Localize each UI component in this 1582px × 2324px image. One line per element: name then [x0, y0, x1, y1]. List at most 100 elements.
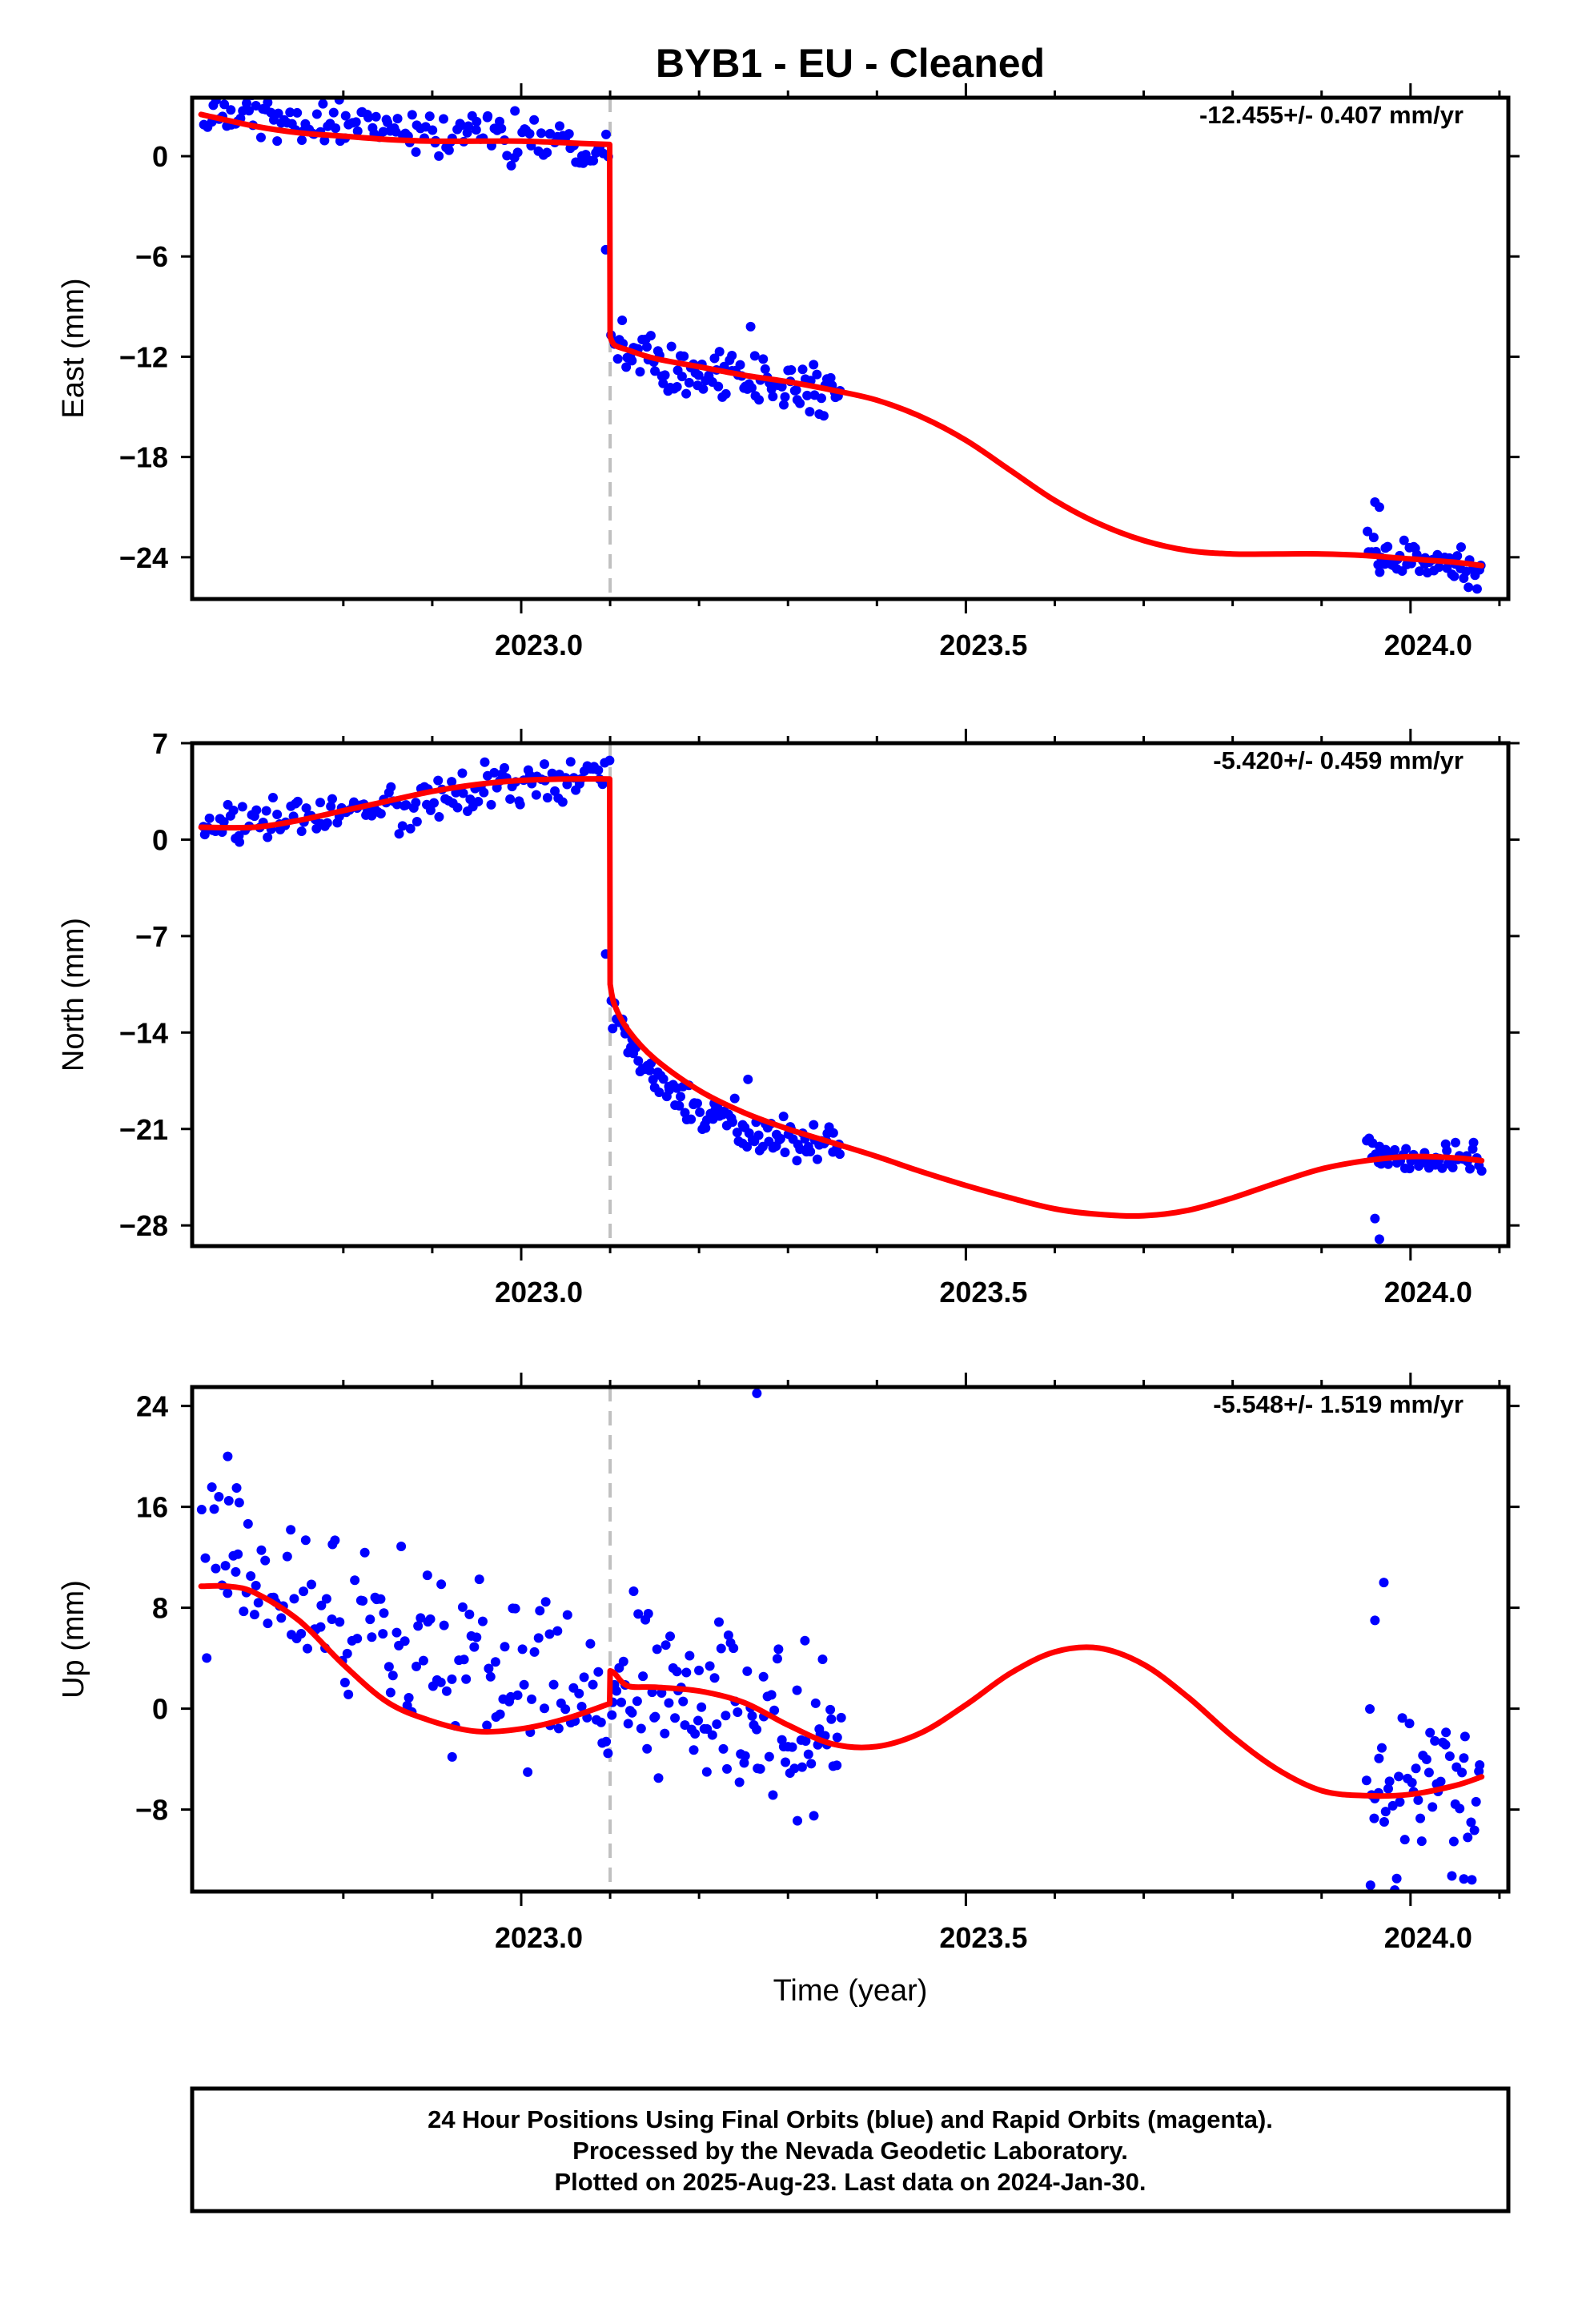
- data-point: [677, 372, 687, 382]
- data-point: [302, 1643, 312, 1654]
- data-point: [483, 111, 493, 121]
- data-point: [474, 1574, 484, 1585]
- data-point: [196, 84, 206, 94]
- data-point: [1475, 1760, 1485, 1771]
- data-point: [693, 370, 704, 380]
- data-point: [760, 364, 770, 374]
- x-tick-label: 2024.0: [1384, 1921, 1472, 1954]
- east-rate-label: -12.455+/- 0.407 mm/yr: [1199, 101, 1464, 129]
- data-point: [666, 341, 677, 352]
- data-point: [219, 99, 230, 110]
- data-point: [616, 1697, 627, 1707]
- data-point: [506, 160, 516, 171]
- data-point: [447, 1674, 457, 1684]
- x-axis-title: Time (year): [773, 1974, 928, 2008]
- data-point: [800, 1635, 810, 1646]
- data-point: [458, 788, 468, 798]
- x-tick-label: 2024.0: [1384, 1276, 1472, 1309]
- data-point: [433, 775, 444, 786]
- data-point: [654, 1087, 665, 1097]
- data-point: [642, 1743, 652, 1754]
- data-point: [251, 805, 262, 815]
- data-point: [1368, 533, 1379, 543]
- north-panel: 7 0 −7 −14 −21 −28 2023.0 2023.5 2024.0 North (mm…: [57, 727, 1520, 1309]
- data-point: [778, 1112, 789, 1122]
- data-point: [1440, 1739, 1451, 1750]
- data-point: [502, 151, 512, 161]
- data-point: [562, 1610, 572, 1620]
- data-point: [301, 803, 311, 814]
- data-point: [729, 1093, 740, 1104]
- north-axis-label: North (mm): [57, 918, 90, 1072]
- east-model-curve: [198, 111, 1485, 569]
- data-point: [315, 798, 326, 808]
- data-point: [1399, 535, 1409, 545]
- data-point: [387, 1671, 398, 1681]
- data-point: [327, 794, 337, 804]
- footer-box: 24 Hour Positions Using Final Orbits (bl…: [190, 2086, 1511, 2213]
- data-point: [709, 353, 720, 364]
- data-point: [772, 1654, 782, 1664]
- data-point: [396, 1541, 407, 1551]
- data-point: [742, 1666, 753, 1676]
- data-point: [1387, 1800, 1398, 1811]
- data-point: [1399, 1835, 1410, 1845]
- data-point: [1374, 1234, 1384, 1244]
- data-point: [1465, 1164, 1476, 1174]
- data-point: [670, 1713, 681, 1723]
- data-point: [1401, 1144, 1411, 1154]
- data-point: [644, 1065, 655, 1076]
- data-point: [1464, 582, 1474, 593]
- data-point: [289, 1594, 299, 1604]
- data-point: [365, 1614, 375, 1625]
- data-point: [547, 768, 557, 778]
- data-point: [266, 107, 276, 118]
- data-point: [286, 1525, 296, 1535]
- data-point: [617, 316, 628, 326]
- data-point: [740, 1751, 750, 1761]
- data-point: [363, 112, 374, 123]
- data-point: [1471, 1796, 1481, 1807]
- data-point: [834, 1149, 845, 1160]
- data-point: [500, 762, 510, 773]
- data-point: [635, 367, 645, 377]
- data-point: [780, 1148, 790, 1158]
- data-point: [777, 381, 787, 392]
- data-point: [686, 1114, 697, 1124]
- data-point: [755, 1763, 765, 1774]
- data-point: [391, 1627, 402, 1638]
- data-point: [457, 1602, 468, 1612]
- data-point: [480, 757, 490, 767]
- data-point: [698, 384, 709, 394]
- data-point: [490, 1657, 500, 1667]
- data-point: [436, 1579, 447, 1590]
- data-point: [379, 1608, 389, 1618]
- data-point: [1374, 1753, 1384, 1763]
- north-data-points: [199, 755, 1487, 1244]
- data-point: [529, 1647, 540, 1657]
- data-point: [542, 793, 552, 803]
- data-point: [752, 1388, 762, 1398]
- data-point: [425, 1614, 436, 1624]
- data-point: [407, 110, 417, 120]
- data-point: [658, 1074, 669, 1084]
- plot-frame: [190, 95, 1511, 601]
- data-point: [500, 1642, 510, 1652]
- data-point: [385, 1687, 396, 1698]
- data-point: [672, 382, 682, 392]
- x-tick-label: 2023.0: [495, 629, 583, 661]
- data-point: [244, 106, 255, 116]
- data-point: [299, 1586, 309, 1597]
- data-point: [1444, 1751, 1455, 1762]
- data-point: [378, 1629, 388, 1639]
- data-point: [832, 1760, 842, 1771]
- data-point: [1383, 541, 1393, 552]
- data-point: [425, 805, 436, 815]
- figure-title: BYB1 - EU - Cleaned: [656, 41, 1045, 86]
- data-point: [1415, 566, 1425, 577]
- data-point: [255, 132, 266, 143]
- data-point: [282, 1551, 292, 1562]
- data-point: [792, 1156, 802, 1166]
- data-point: [375, 1594, 386, 1604]
- data-point: [226, 105, 236, 115]
